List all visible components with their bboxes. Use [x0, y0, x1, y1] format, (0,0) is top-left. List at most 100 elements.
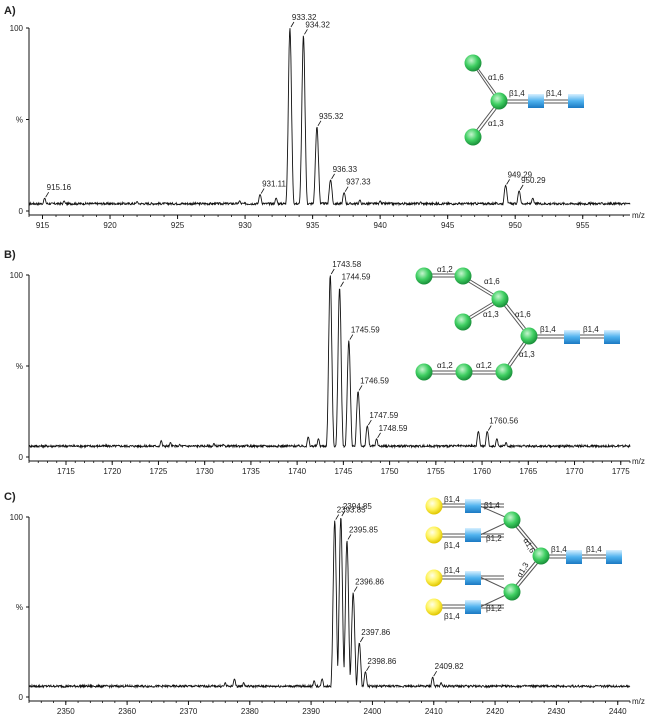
x-tick-label: 940 — [373, 221, 387, 230]
glcnac-icon — [465, 571, 481, 585]
glcnac-icon — [568, 94, 584, 108]
mannose-icon — [454, 267, 472, 285]
glcnac-icon — [465, 600, 481, 614]
x-tick-label: 2440 — [609, 707, 627, 716]
panel-label: C) — [4, 491, 16, 503]
peak-label: 935.32 — [319, 112, 344, 121]
peak-leader — [340, 281, 344, 287]
x-axis-unit: m/z — [632, 457, 645, 466]
mannose-icon — [415, 363, 433, 381]
x-tick-label: 1775 — [612, 467, 630, 476]
peak-label: 937.33 — [346, 178, 371, 187]
x-tick-label: 2410 — [425, 707, 443, 716]
glycan-structure-c: β1,4 β1,4 β1,4 β1,2 α1,6 β1,4 β1,4 β1,4 … — [425, 495, 622, 621]
linkage-label: β1,4 — [583, 325, 599, 334]
peak-leader — [317, 120, 322, 127]
x-tick-label: 2350 — [57, 707, 75, 716]
galactose-icon — [425, 526, 443, 544]
peak-label: 2409.82 — [435, 662, 464, 671]
x-tick-label: 2430 — [548, 707, 566, 716]
peak-leader — [487, 425, 492, 431]
y-tick-label: 100 — [10, 271, 24, 280]
mannose-icon — [520, 327, 538, 345]
x-tick-label: 2370 — [180, 707, 198, 716]
spectrum-trace — [28, 28, 631, 207]
x-tick-label: 930 — [238, 221, 252, 230]
mannose-icon — [454, 313, 472, 331]
linkage-label: α1,6 — [515, 310, 531, 319]
mannose-icon — [415, 267, 433, 285]
x-tick-label: 1745 — [334, 467, 352, 476]
linkage-label: β1,2 — [486, 604, 502, 613]
linkage-label: α1,2 — [437, 361, 453, 370]
spectrum-trace — [28, 518, 631, 689]
peak-label: 934.32 — [305, 20, 330, 29]
mannose-icon — [491, 290, 509, 308]
panel-label: B) — [4, 249, 16, 261]
x-tick-label: 2390 — [302, 707, 320, 716]
mannose-icon — [503, 511, 521, 529]
x-tick-label: 1765 — [519, 467, 537, 476]
y-tick-label: % — [16, 362, 23, 371]
linkage-label: α1,3 — [519, 350, 535, 359]
peak-leader — [341, 510, 346, 517]
mannose-icon — [490, 92, 508, 110]
peak-leader — [519, 184, 524, 191]
linkage-label: α1,2 — [437, 265, 453, 274]
galactose-icon — [425, 569, 443, 587]
linkage-label: α1,3 — [488, 119, 504, 128]
linkage-label: β1,4 — [551, 545, 567, 554]
x-tick-label: 1740 — [288, 467, 306, 476]
x-tick-label: 1725 — [150, 467, 168, 476]
linkage-label: β1,4 — [444, 612, 460, 621]
y-tick-label: % — [16, 116, 23, 125]
mannose-icon — [455, 363, 473, 381]
peak-leader — [45, 191, 50, 198]
glcnac-icon — [604, 330, 620, 344]
spectrum-panel-a: A) 0% 100 915 920 925 930 935 940 945 950 955 915… — [4, 5, 645, 230]
linkage-label: β1,2 — [486, 534, 502, 543]
peak-leader — [366, 665, 370, 672]
glcnac-icon — [465, 528, 481, 542]
linkage-label: α1,6 — [484, 277, 500, 286]
x-tick-label: 1760 — [473, 467, 491, 476]
peak-leader — [506, 179, 510, 185]
linkage-label: α1,2 — [476, 361, 492, 370]
mannose-icon — [532, 547, 550, 565]
peak-leader — [349, 334, 354, 340]
linkage-label: α1,6 — [488, 73, 504, 82]
peak-label: 1748.59 — [379, 424, 408, 433]
linkage-label: α1,3 — [483, 310, 499, 319]
y-tick-label: 0 — [19, 207, 24, 216]
peak-leader — [353, 586, 358, 592]
x-tick-label: 935 — [306, 221, 320, 230]
x-tick-label: 2420 — [486, 707, 504, 716]
x-tick-label: 1750 — [381, 467, 399, 476]
y-tick-label: 0 — [19, 453, 24, 462]
peak-leader — [335, 514, 340, 520]
linkage-label: β1,4 — [509, 89, 525, 98]
spectrum-panel-b: B) 0% 100 1715 1720 1725 1730 1735 1740 1745 175… — [4, 249, 645, 476]
peak-leader — [260, 188, 265, 194]
glcnac-icon — [606, 550, 622, 564]
spectrum-trace — [28, 275, 631, 449]
y-tick-label: % — [16, 603, 23, 612]
peak-label: 931.11 — [262, 180, 286, 189]
peak-leader — [433, 670, 437, 677]
x-tick-label: 1715 — [57, 467, 75, 476]
mannose-icon — [464, 128, 482, 146]
glcnac-icon — [566, 550, 582, 564]
peak-label: 949.29 — [508, 170, 533, 179]
peak-label: 1743.58 — [332, 260, 361, 269]
x-tick-label: 2400 — [364, 707, 382, 716]
x-axis: 1715 1720 1725 1730 1735 1740 1745 1750 1755 1760… — [28, 461, 631, 476]
peak-leader — [367, 419, 372, 426]
galactose-icon — [425, 497, 443, 515]
linkage-label: β1,4 — [444, 495, 460, 504]
peak-leader — [359, 636, 364, 643]
peak-label: 1745.59 — [351, 326, 380, 335]
y-axis: 0% 100 — [10, 513, 29, 702]
